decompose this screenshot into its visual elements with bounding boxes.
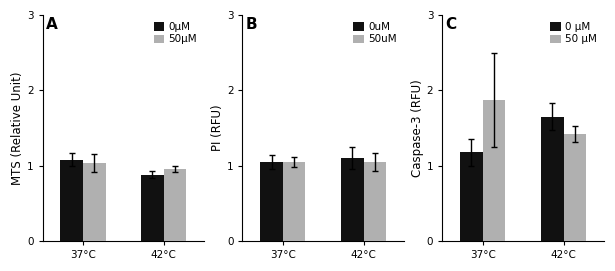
- Legend: 0uM, 50uM: 0uM, 50uM: [351, 20, 399, 47]
- Bar: [141, 175, 164, 241]
- Bar: [60, 160, 83, 241]
- Bar: [341, 158, 363, 241]
- Bar: [483, 100, 506, 241]
- Y-axis label: MTS (Relative Unit): MTS (Relative Unit): [11, 71, 24, 185]
- Y-axis label: PI (RFU): PI (RFU): [211, 105, 224, 151]
- Text: A: A: [46, 17, 58, 32]
- Text: C: C: [446, 17, 457, 32]
- Legend: 0 μM, 50 μM: 0 μM, 50 μM: [548, 20, 598, 47]
- Bar: [541, 117, 563, 241]
- Bar: [83, 163, 106, 241]
- Bar: [164, 169, 186, 241]
- Bar: [283, 162, 306, 241]
- Bar: [260, 162, 283, 241]
- Text: B: B: [245, 17, 257, 32]
- Y-axis label: Caspase-3 (RFU): Caspase-3 (RFU): [411, 79, 424, 177]
- Bar: [460, 152, 483, 241]
- Legend: 0μM, 50μM: 0μM, 50μM: [151, 20, 199, 47]
- Bar: [363, 162, 386, 241]
- Bar: [563, 134, 586, 241]
